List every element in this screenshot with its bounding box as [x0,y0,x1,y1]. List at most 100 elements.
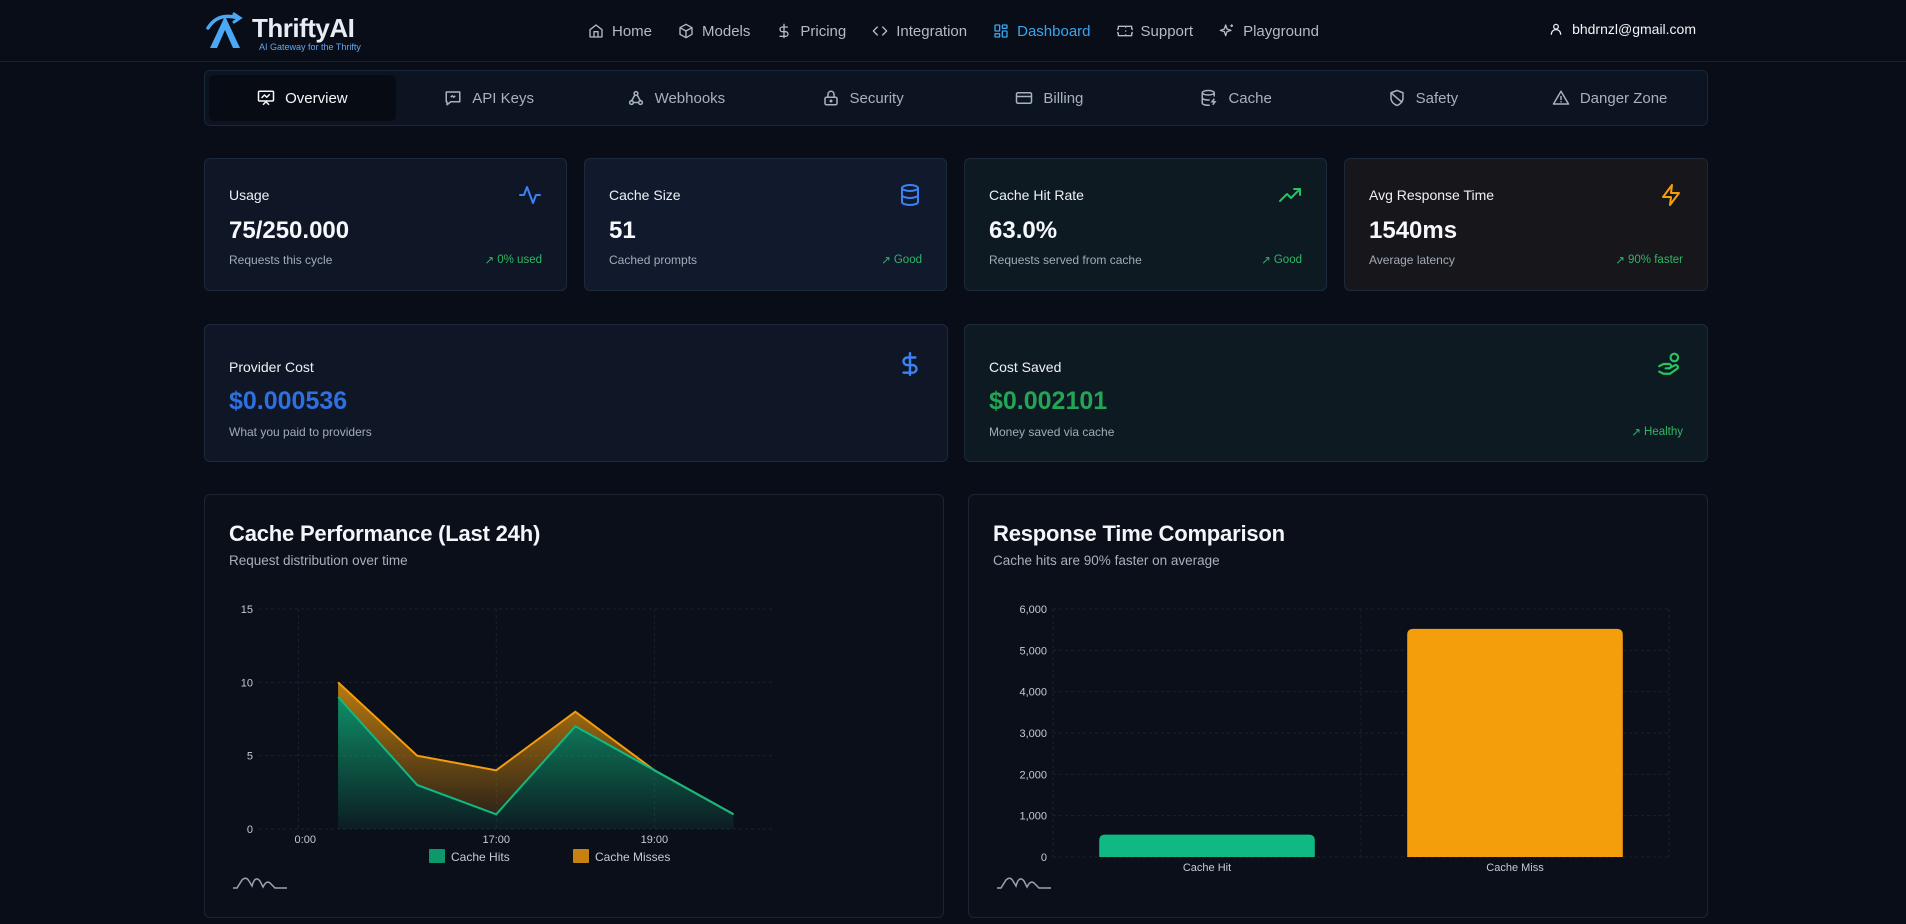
chart-legend: Cache Hits Cache Misses [429,849,670,864]
nav-item-home[interactable]: Home [588,23,652,40]
x-tick-label: Cache Miss [1486,862,1544,874]
card-value: $0.002101 [989,387,1108,415]
trend-label: 90% faster [1628,254,1683,266]
nav-item-support[interactable]: Support [1116,22,1194,40]
avg-response-time-card: Avg Response Time 1540ms Average latency… [1344,158,1708,291]
activity-icon [519,186,541,204]
grid-icon [994,24,1008,38]
y-tick-label: 3,000 [1019,728,1047,740]
lock-icon [823,90,838,106]
trend-badge: ↗ 90% faster [1615,253,1683,267]
logo[interactable]: ThriftyAI AI Gateway for the Thrifty [204,10,374,52]
tab-security[interactable]: Security [769,75,956,121]
card-value: $0.000536 [229,387,348,415]
cube-icon [679,23,693,39]
trending-up-icon [1279,188,1301,202]
legend-label: Cache Misses [595,850,670,864]
cache-performance-panel: Cache Performance (Last 24h) Request dis… [204,494,944,918]
card-description: Money saved via cache [989,425,1115,439]
y-tick-label: 0 [1041,852,1047,864]
brand-name: ThriftyAI [252,13,355,43]
tab-api-keys[interactable]: API Keys [396,75,583,121]
nav-label: Support [1140,22,1194,40]
trend-label: Healthy [1644,426,1683,438]
cache-size-card: Cache Size 51 Cached prompts ↗ Good [584,158,947,291]
y-tick-label: 4,000 [1019,687,1047,699]
tab-safety[interactable]: Safety [1330,75,1517,121]
card-title: Provider Cost [229,359,314,375]
tab-label: Danger Zone [1579,89,1668,107]
code-icon [872,26,888,36]
user-icon [1550,23,1562,35]
nav-label: Playground [1243,22,1319,40]
card-title: Cache Hit Rate [989,187,1084,203]
legend-label: Cache Hits [451,850,510,864]
chart-title: Response Time Comparison [993,521,1285,546]
usage-card: Usage 75/250.000 Requests this cycle ↗ 0%… [204,158,567,291]
x-axis: Cache Hit Cache Miss [1183,862,1544,874]
home-icon [589,24,603,38]
user-email: bhdrnzl@gmail.com [1572,21,1696,37]
card-description: Requests this cycle [229,253,333,267]
tab-label: API Keys [472,89,534,107]
tab-cache[interactable]: Cache [1143,75,1330,121]
trend-badge: ↗ Healthy [1631,425,1683,439]
webhook-icon [628,90,643,106]
nav-item-dashboard[interactable]: Dashboard [993,22,1091,40]
nav-item-pricing[interactable]: Pricing [776,23,846,40]
chart-subtitle: Request distribution over time [229,553,408,568]
bar-cache-hit [1099,834,1315,857]
tab-danger-zone[interactable]: Danger Zone [1516,75,1703,121]
y-axis: 0 5 10 15 [241,604,253,836]
trend-label: 0% used [497,254,542,266]
tab-overview[interactable]: Overview [209,75,396,121]
bar-cache-miss [1407,628,1623,857]
nav-label: Pricing [800,22,847,40]
y-tick-label: 15 [241,604,253,616]
nav-label: Dashboard [1017,22,1091,40]
y-tick-label: 2,000 [1019,769,1047,781]
x-tick-label: 0:00 [295,834,316,846]
cache-hits-area [338,697,734,829]
x-tick-label: 17:00 [482,834,510,846]
legend-item: Cache Misses [573,849,670,864]
cache-misses-area [338,682,734,815]
credit-card-icon [1016,92,1033,104]
trend-label: Good [1273,254,1302,266]
watermark-logo-icon [233,877,287,889]
sparkles-icon [1219,24,1234,37]
tab-label: Security [849,89,904,107]
nav-item-models[interactable]: Models [678,23,750,40]
brand-tagline: AI Gateway for the Thrifty [259,42,361,52]
trend-up-icon: ↗ [484,255,495,267]
trend-label: Good [893,254,922,266]
trend-up-icon: ↗ [1615,255,1626,267]
y-axis: 0 1,000 2,000 3,000 4,000 5,000 6,000 [1019,604,1047,864]
x-tick-label: Cache Hit [1183,862,1231,874]
y-tick-label: 6,000 [1019,604,1047,616]
card-description: Cached prompts [609,253,698,267]
card-title: Avg Response Time [1369,187,1495,203]
tab-webhooks[interactable]: Webhooks [583,75,770,121]
nav-label: Integration [896,22,968,40]
trend-badge: ↗ Good [881,253,922,267]
key-message-icon [445,91,461,106]
nav-item-playground[interactable]: Playground [1219,23,1319,40]
hand-coin-icon [1658,352,1680,375]
nav-item-integration[interactable]: Integration [872,23,967,40]
legend-swatch [429,849,445,863]
legend-item: Cache Hits [429,849,510,864]
tab-billing[interactable]: Billing [956,75,1143,121]
warning-icon [1552,90,1570,105]
y-tick-label: 0 [247,824,253,836]
user-menu[interactable]: bhdrnzl@gmail.com [1549,21,1696,37]
y-tick-label: 5,000 [1019,645,1047,657]
x-axis: 0:00 17:00 19:00 [295,834,669,846]
legend-swatch [573,849,589,863]
dashboard-tabs: Overview API Keys Webhooks Security Bill… [204,70,1708,126]
nav-label: Home [612,22,653,40]
dollar-icon [902,351,918,377]
lightning-icon [1662,184,1680,206]
chart-title: Cache Performance (Last 24h) [229,521,541,546]
cache-performance-chart: 0 5 10 15 0:00 17:00 19:00 Cache Hits Cache Mi… [233,604,773,889]
